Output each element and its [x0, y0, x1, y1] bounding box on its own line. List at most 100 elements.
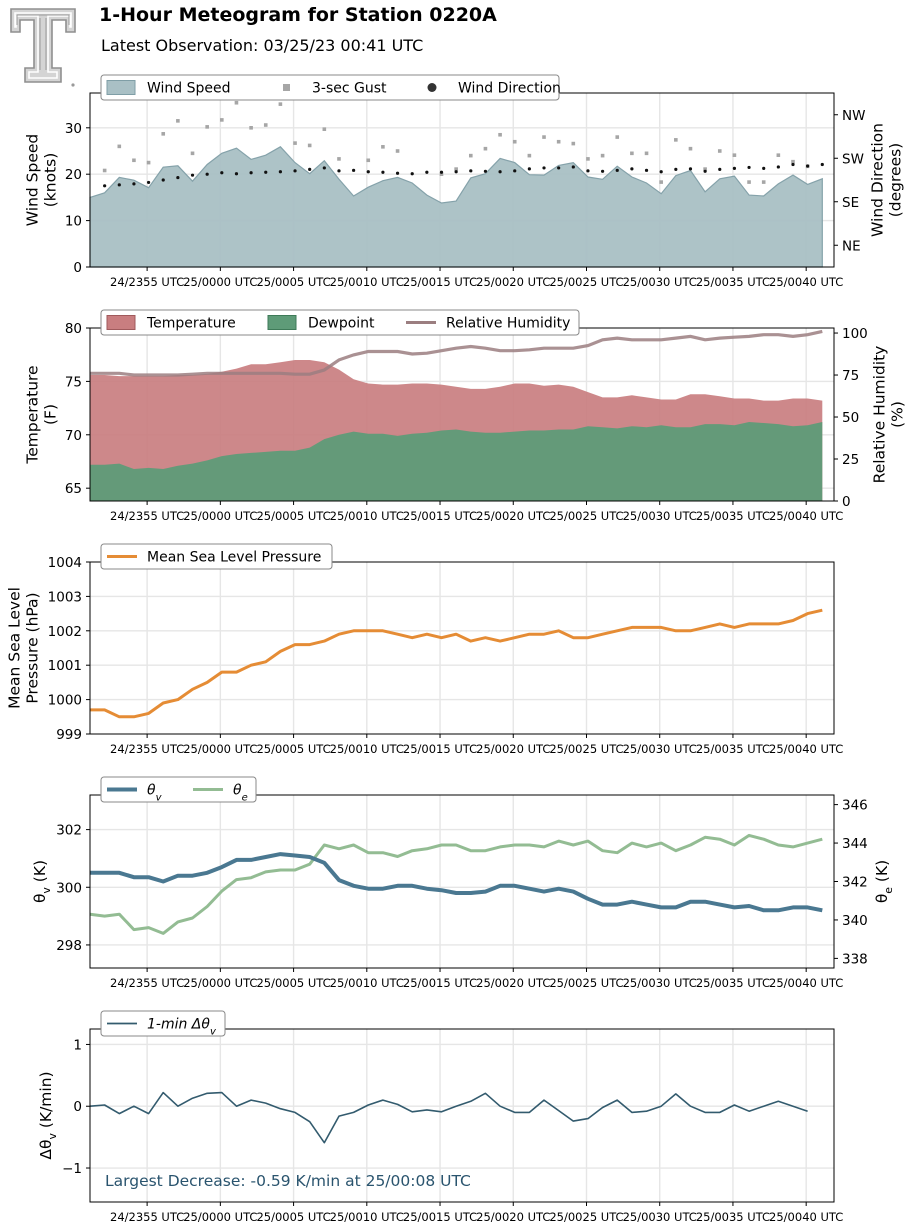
theta-e-line: [89, 833, 823, 935]
x-tick-label: 25/0015 UTC: [403, 976, 477, 990]
wind-direction-marker: [513, 169, 517, 173]
x-tick-label: 25/0025 UTC: [549, 976, 623, 990]
x-tick-label: 25/0005 UTC: [256, 275, 330, 289]
legend-swatch: [106, 80, 136, 95]
y-right-tick-label: SW: [842, 151, 864, 167]
y-axis-label-line: (F): [41, 404, 59, 425]
y-axis-right-label-line: (degrees): [886, 143, 904, 218]
y-right-tick-label: 0: [842, 494, 851, 510]
wind-direction-marker: [308, 167, 312, 171]
x-tick-label: 25/0035 UTC: [696, 742, 770, 756]
gust-marker: [278, 102, 283, 106]
legend-box: [100, 543, 333, 570]
y-tick-label: 1: [73, 1037, 82, 1053]
x-tick-label: 25/0030 UTC: [623, 976, 697, 990]
gust-marker: [600, 153, 605, 158]
legend-label: Dewpoint: [308, 316, 375, 332]
wind-direction-marker: [322, 166, 326, 170]
y-axis-right-label-line: Wind Direction: [869, 123, 887, 237]
wind-direction-marker: [132, 182, 136, 186]
y-axis-right-label: θe (K): [873, 860, 895, 903]
gust-marker: [381, 145, 385, 149]
wind-direction-marker: [718, 167, 722, 171]
x-tick-label: 25/0035 UTC: [696, 976, 770, 990]
wind-direction-marker: [630, 167, 634, 171]
wind-direction-marker: [791, 162, 795, 167]
y-right-tick-label: 75: [842, 368, 859, 384]
y-axis-label-line: Temperature: [24, 365, 42, 464]
gust-marker: [571, 141, 576, 146]
wind-direction-marker: [410, 172, 414, 176]
plot-frame: [89, 561, 835, 735]
wind-direction-marker: [161, 178, 165, 182]
y-tick-label: 70: [65, 428, 82, 444]
y-right-tick-label: NE: [842, 238, 861, 254]
gust-marker: [146, 160, 151, 165]
y-axis-label: Δθv (K/min): [37, 1071, 59, 1159]
wind-direction-marker: [220, 171, 224, 175]
legend: 1-min Δθv: [100, 1010, 226, 1037]
y-tick-label: 75: [65, 374, 82, 390]
legend-label: Relative Humidity: [446, 316, 570, 332]
wind-direction-marker: [542, 166, 546, 170]
x-tick-label: 25/0010 UTC: [330, 275, 404, 289]
x-tick-label: 25/0025 UTC: [549, 1210, 623, 1224]
gust-marker: [337, 157, 341, 161]
wind-direction-marker: [117, 183, 121, 187]
gust-marker: [454, 167, 458, 171]
x-tick-label: 25/0035 UTC: [696, 275, 770, 289]
y-axis-label: Temperature (F): [24, 365, 60, 464]
wind-direction-marker: [776, 165, 780, 169]
x-tick-label: 25/0040 UTC: [769, 976, 843, 990]
y-tick-label: 0: [73, 1099, 82, 1115]
y-axis-label-line: Pressure (hPa): [23, 592, 41, 703]
legend-label: θv: [147, 783, 163, 804]
gust-marker: [395, 149, 400, 153]
x-tick-label: 25/0000 UTC: [183, 742, 257, 756]
x-tick-label: 25/0005 UTC: [256, 509, 330, 523]
wind-direction-marker: [366, 170, 370, 174]
wind-direction-marker: [425, 170, 429, 174]
gust-marker: [132, 158, 136, 163]
y-right-tick-label: 340: [842, 913, 868, 929]
y-tick-label: 1001: [48, 658, 82, 674]
y-right-tick-label: 344: [842, 836, 868, 852]
y-tick-label: 1003: [48, 589, 82, 605]
gust-marker: [205, 125, 209, 129]
y-tick-label: 65: [65, 481, 82, 497]
gust-marker: [439, 172, 444, 176]
legend-swatch: [106, 315, 136, 330]
x-tick-label: 25/0015 UTC: [403, 275, 477, 289]
y-right-tick-label: 50: [842, 410, 859, 426]
gust-marker: [102, 168, 107, 173]
wind-direction-marker: [234, 172, 239, 176]
gust-marker: [234, 100, 239, 105]
wind-direction-marker: [176, 175, 180, 180]
gust-marker: [468, 153, 473, 158]
wind-speed-area: [89, 146, 823, 268]
y-right-tick-label: 25: [842, 452, 859, 468]
x-tick-label: 25/0000 UTC: [183, 509, 257, 523]
wind-direction-marker: [469, 169, 473, 173]
gust-marker: [322, 127, 327, 131]
x-tick-label: 25/0000 UTC: [183, 976, 257, 990]
x-tick-label: 25/0020 UTC: [476, 976, 550, 990]
gust-marker: [117, 144, 122, 149]
y-axis-label: Mean Sea Level Pressure (hPa): [6, 587, 42, 709]
x-tick-label: 24/2355 UTC: [110, 742, 184, 756]
gust-marker: [293, 141, 297, 145]
x-tick-label: 25/0020 UTC: [476, 275, 550, 289]
gust-marker: [366, 158, 371, 163]
y-tick-label: 30: [65, 121, 82, 137]
wind-direction-marker: [293, 169, 297, 173]
x-tick-label: 25/0015 UTC: [403, 509, 477, 523]
dewpoint-area: [90, 422, 823, 501]
legend: Wind Speed 3-sec Gust Wind Direction: [100, 74, 561, 101]
y-right-tick-label: 338: [842, 951, 868, 967]
theta-v-line: [90, 852, 823, 913]
legend: θv θe: [100, 776, 257, 804]
header: 1-Hour Meteogram for Station 0220A Lates…: [0, 0, 913, 90]
wind-direction-marker: [498, 170, 502, 174]
gust-marker: [674, 138, 678, 142]
wind-direction-marker: [557, 166, 561, 170]
